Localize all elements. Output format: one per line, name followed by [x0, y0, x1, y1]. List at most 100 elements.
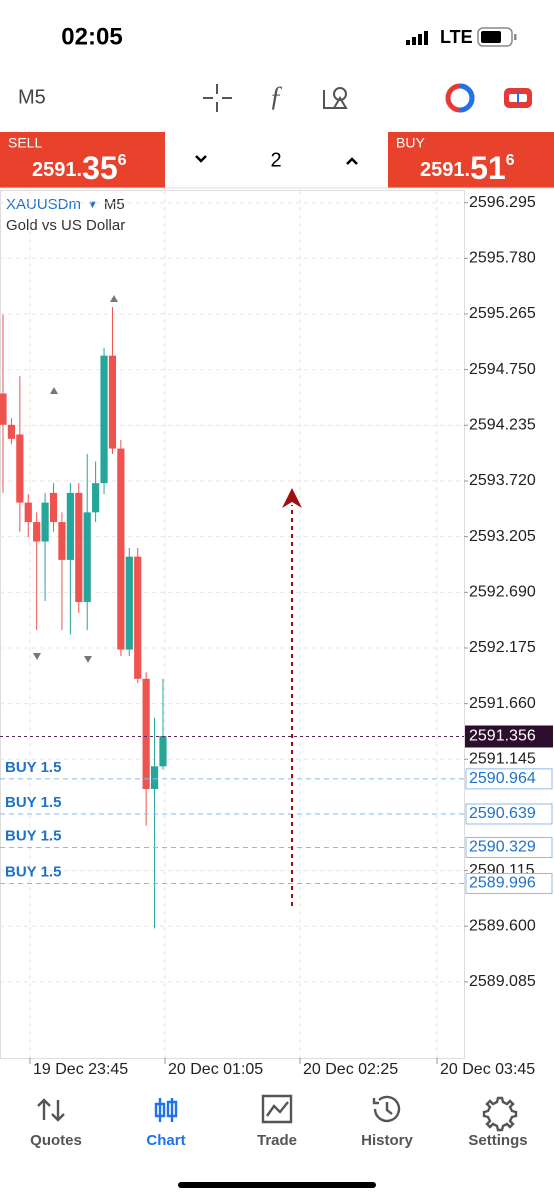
- current-price-box: [465, 725, 553, 748]
- buy-button[interactable]: [388, 132, 554, 188]
- volume-down[interactable]: [195, 155, 207, 163]
- order-price-box: [465, 768, 553, 790]
- candle-body: [83, 512, 91, 603]
- candle-body: [117, 448, 125, 650]
- y-tick-label: 2592.175: [469, 639, 536, 656]
- tab-icon[interactable]: [261, 1094, 293, 1124]
- symbol-dropdown: ▼: [87, 199, 98, 211]
- y-tick-label: 2593.720: [469, 472, 536, 489]
- status-network: LTE: [440, 27, 473, 47]
- plot: BUY 1.5 BUY 1.5 BUY 1.5 BUY 1.5: [0, 306, 464, 929]
- tab-bar: Quotes Chart Trade History Settings: [30, 1094, 528, 1149]
- sell-price: 2591.356: [32, 150, 127, 186]
- candle-body: [7, 424, 16, 439]
- signal-icon: [406, 31, 428, 45]
- price-axis: 2596.295 2595.780 2595.265 2594.750 2594.235…: [464, 194, 553, 990]
- tab-label[interactable]: Settings: [468, 1132, 527, 1149]
- order-label[interactable]: BUY 1.5: [5, 863, 61, 880]
- candle-body: [41, 502, 49, 542]
- y-tick-label: 2589.600: [469, 917, 536, 934]
- order-price-box: [465, 836, 553, 858]
- grid: [0, 191, 464, 1058]
- y-tick-label: 2591.145: [469, 751, 536, 768]
- candle-body: [66, 492, 74, 560]
- buy-label: BUY: [396, 135, 425, 151]
- indicators-button[interactable]: ƒ: [269, 81, 283, 112]
- tab-label[interactable]: Chart: [146, 1132, 185, 1149]
- candle-body: [108, 355, 117, 449]
- x-tick-label: 20 Dec 02:25: [303, 1061, 398, 1078]
- order-label[interactable]: BUY 1.5: [5, 759, 61, 776]
- volume-up[interactable]: [346, 157, 358, 165]
- price-sup: 6: [118, 152, 127, 169]
- y-tick-label: 2595.265: [469, 305, 536, 322]
- fractal-markers: [33, 295, 118, 663]
- price-sup: 6: [506, 152, 515, 169]
- candle-body: [125, 556, 133, 650]
- current-price-label: 2591.356: [469, 728, 536, 745]
- buy-price: 2591.516: [420, 150, 515, 186]
- candle-body: [159, 736, 167, 767]
- price-big: 51: [470, 150, 506, 186]
- battery-icon: [477, 27, 517, 47]
- timeframe: M5: [104, 196, 125, 213]
- tab-label[interactable]: Quotes: [30, 1132, 82, 1149]
- candle-body: [142, 678, 150, 790]
- crosshair-button[interactable]: [203, 84, 232, 112]
- candle-body: [150, 766, 159, 790]
- y-tick-label: 2594.235: [469, 417, 536, 434]
- order-label[interactable]: BUY 1.5: [5, 794, 61, 811]
- chart-description: Gold vs US Dollar: [6, 217, 125, 234]
- home-indicator: [178, 1182, 376, 1188]
- symbol: XAUUSDm: [6, 196, 81, 213]
- status-time: 02:05: [61, 23, 122, 50]
- x-tick-label: 19 Dec 23:45: [33, 1061, 128, 1078]
- tab-icon[interactable]: [37, 1098, 65, 1122]
- price-big: 35: [82, 150, 118, 186]
- y-tick-label: 2596.295: [469, 194, 536, 211]
- y-tick-label: 2591.660: [469, 695, 536, 712]
- candle-body: [24, 502, 32, 523]
- candle-body: [100, 355, 108, 484]
- y-tick-label: 2589.085: [469, 973, 536, 990]
- y-tick-label: 2593.205: [469, 528, 536, 545]
- candle-body: [75, 492, 83, 603]
- order-price-box: [465, 872, 553, 894]
- timeframe-button[interactable]: M5: [18, 86, 46, 108]
- candle-body: [92, 483, 100, 513]
- tab-icon[interactable]: [482, 1096, 518, 1132]
- x-tick-label: 20 Dec 03:45: [440, 1061, 535, 1078]
- x-tick-label: 20 Dec 01:05: [168, 1061, 263, 1078]
- candle-body: [0, 393, 7, 425]
- order-price-label: 2590.639: [469, 805, 536, 822]
- chart-frame: [0, 190, 465, 1059]
- one-click-button[interactable]: [445, 83, 475, 113]
- chart-symbol[interactable]: XAUUSDm ▼ M5: [6, 196, 125, 213]
- candle-body: [33, 522, 41, 542]
- tab-label[interactable]: Trade: [257, 1132, 297, 1149]
- sell-button[interactable]: [0, 132, 165, 188]
- order-price-label: 2590.964: [469, 770, 536, 787]
- order-label[interactable]: BUY 1.5: [5, 827, 61, 844]
- sell-label: SELL: [8, 135, 42, 151]
- candle-body: [134, 556, 142, 679]
- drawn-arrow: [282, 488, 302, 906]
- candle-body: [16, 434, 24, 503]
- tab-icon[interactable]: [372, 1095, 401, 1123]
- tab-icon[interactable]: [154, 1098, 178, 1122]
- y-tick-label: 2594.750: [469, 361, 536, 378]
- time-axis: 19 Dec 23:45 20 Dec 01:05 20 Dec 02:25 20 D…: [29, 1058, 535, 1078]
- price-prefix: 2591.: [32, 159, 82, 181]
- y-tick-label: 2595.780: [469, 250, 536, 267]
- y-tick-label: 2592.690: [469, 584, 536, 601]
- candle-body: [58, 522, 66, 560]
- volume[interactable]: 2: [270, 149, 281, 171]
- order-price-label: 2590.329: [469, 839, 536, 856]
- trade-button[interactable]: [504, 88, 532, 108]
- tab-label[interactable]: History: [361, 1132, 413, 1149]
- order-price-box: [465, 803, 553, 825]
- candle-body: [49, 492, 58, 523]
- objects-button[interactable]: [323, 87, 348, 109]
